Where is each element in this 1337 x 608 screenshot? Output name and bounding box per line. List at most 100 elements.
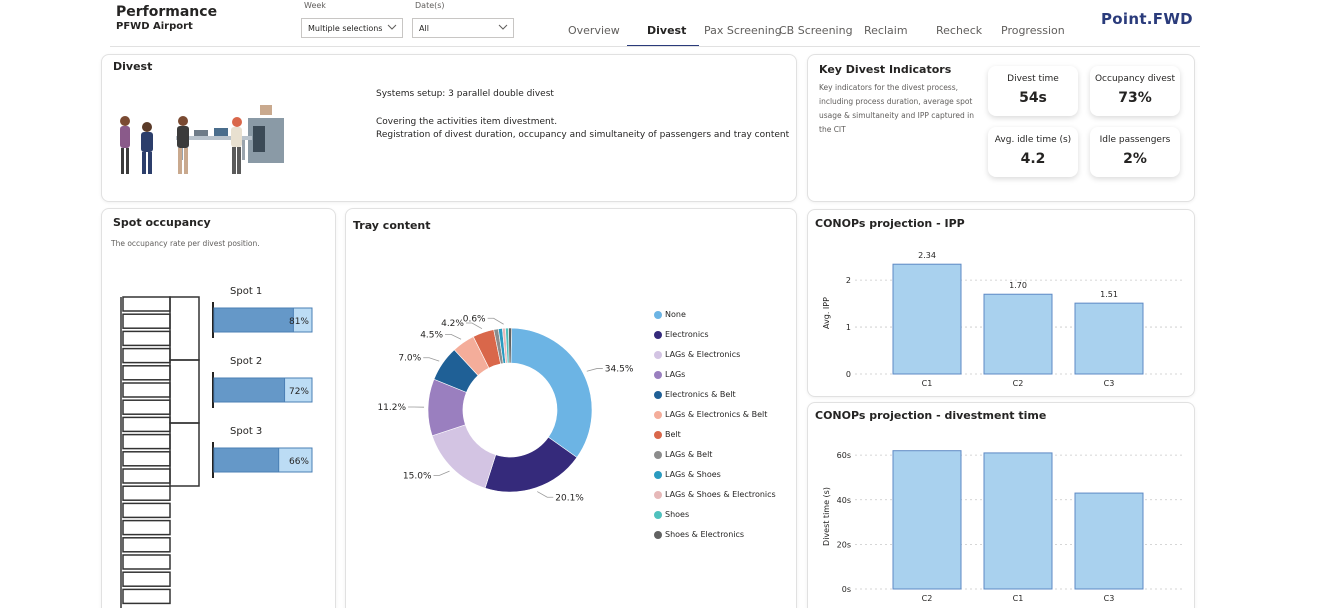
chevron-down-icon: [387, 24, 397, 30]
x-tick-label: C3: [1104, 379, 1115, 388]
legend-item[interactable]: LAGs & Electronics: [654, 350, 740, 360]
legend-swatch: [654, 510, 662, 519]
kpi-value: 54s: [1019, 90, 1047, 106]
legend-label: None: [665, 310, 686, 319]
y-tick-label: 60s: [837, 451, 851, 460]
bar[interactable]: [983, 452, 1053, 590]
legend-item[interactable]: Electronics: [654, 330, 709, 340]
divest-position-box: [169, 422, 200, 487]
legend-item[interactable]: LAGs & Belt: [654, 450, 712, 460]
kpi-avg-idle-time: Avg. idle time (s) 4.2: [988, 127, 1078, 177]
y-tick-label: 1: [846, 323, 851, 332]
donut-slice[interactable]: [508, 327, 512, 364]
bar-value-label: 1.70: [1009, 281, 1027, 290]
ipp-title: CONOPs projection - IPP: [815, 217, 965, 230]
donut-data-label: 20.1%: [555, 493, 584, 503]
legend-item[interactable]: LAGs & Electronics & Belt: [654, 410, 767, 420]
spot-label: Spot 1: [230, 286, 262, 297]
tab-recheck[interactable]: Recheck: [936, 24, 983, 37]
bar-value-label: 2.34: [918, 251, 936, 260]
donut-leader-line: [433, 470, 450, 476]
spot-occupancy-card: [101, 208, 336, 608]
tray-slot: [122, 502, 171, 519]
legend-swatch: [654, 530, 662, 539]
tray-slot: [122, 330, 171, 347]
tray-slot: [122, 382, 171, 398]
spot-occupancy-visual: Spot 1 81% Spot 2 72% Spot 3 66%: [120, 286, 313, 608]
donut-data-label: 4.2%: [441, 319, 464, 329]
legend-swatch: [654, 390, 662, 399]
kpi-label: Occupancy divest: [1094, 74, 1176, 84]
legend-swatch: [654, 490, 662, 499]
legend-item[interactable]: LAGs: [654, 370, 685, 380]
donut-slice[interactable]: [431, 424, 497, 489]
legend-label: LAGs & Shoes & Electronics: [665, 490, 776, 499]
legend-label: Shoes & Electronics: [665, 530, 745, 539]
legend-swatch: [654, 350, 662, 359]
date-slicer[interactable]: All: [412, 18, 514, 38]
tab-reclaim[interactable]: Reclaim: [864, 24, 908, 37]
tray-slot: [122, 554, 171, 570]
legend-label: LAGs: [665, 370, 686, 379]
bar[interactable]: [1074, 492, 1144, 590]
kpi-idle-passengers: Idle passengers 2%: [1090, 127, 1180, 177]
spot-value-label: 81%: [289, 317, 309, 327]
tray-slot: [122, 588, 171, 605]
tray-slot: [122, 519, 171, 536]
donut-data-label: 34.5%: [605, 365, 634, 375]
tray-slot: [122, 416, 171, 433]
x-tick-label: C1: [922, 379, 933, 388]
legend-label: LAGs & Electronics: [665, 350, 741, 359]
tray-slot: [122, 347, 171, 364]
divest-position-box: [169, 359, 200, 424]
x-tick-label: C3: [1104, 594, 1115, 603]
legend-item[interactable]: Shoes: [654, 510, 689, 520]
bar[interactable]: [1074, 302, 1144, 375]
tab-cb-screening[interactable]: CB Screening: [779, 24, 853, 37]
legend-label: LAGs & Shoes: [665, 470, 721, 479]
legend-item[interactable]: LAGs & Shoes: [654, 470, 721, 480]
x-tick-label: C2: [922, 594, 933, 603]
tray-slot: [122, 485, 171, 501]
y-tick-label: 0: [846, 370, 851, 379]
tray-slot: [122, 313, 171, 329]
spot-occupancy-title: Spot occupancy: [113, 216, 211, 229]
divest-position-box: [169, 296, 200, 361]
donut-data-label: 7.0%: [398, 354, 421, 364]
legend-item[interactable]: Shoes & Electronics: [654, 530, 744, 540]
tab-progression[interactable]: Progression: [1001, 24, 1065, 37]
legend-swatch: [654, 310, 662, 319]
legend-swatch: [654, 430, 662, 439]
donut-data-label: 11.2%: [377, 403, 406, 413]
donut-leader-line: [537, 491, 554, 498]
y-tick-label: 0s: [842, 585, 851, 594]
tab-overview[interactable]: Overview: [568, 24, 620, 37]
tray-slot: [122, 468, 171, 484]
donut-leader-line: [465, 322, 483, 330]
week-slicer-label: Week: [304, 1, 326, 10]
tray-slot: [122, 399, 171, 415]
tab-pax-screening[interactable]: Pax Screening: [704, 24, 782, 37]
donut-slice[interactable]: [510, 327, 593, 458]
tray-slot: [122, 365, 171, 381]
chevron-down-icon: [498, 24, 508, 30]
divest-time-bar-chart: 0s 20s 40s 60s Divest time (s) C2 C1 C3: [822, 450, 1183, 603]
legend-item[interactable]: LAGs & Shoes & Electronics: [654, 490, 776, 500]
donut-leader-line: [586, 368, 603, 372]
tray-slot: [122, 571, 171, 587]
donut-data-label: 0.6%: [463, 314, 486, 324]
tab-divest[interactable]: Divest: [647, 24, 687, 37]
legend-item[interactable]: None: [654, 310, 686, 320]
legend-item[interactable]: Belt: [654, 430, 681, 440]
tray-slot: [122, 451, 171, 467]
legend-label: LAGs & Belt: [665, 450, 713, 459]
kpi-divest-time: Divest time 54s: [988, 66, 1078, 116]
kpi-value: 2%: [1123, 151, 1147, 167]
bar[interactable]: [892, 263, 962, 375]
bar[interactable]: [983, 293, 1053, 375]
tray-slot: [122, 537, 171, 553]
page-title: Performance: [116, 4, 218, 20]
week-slicer[interactable]: Multiple selections: [301, 18, 403, 38]
bar[interactable]: [892, 450, 962, 590]
legend-item[interactable]: Electronics & Belt: [654, 390, 736, 400]
